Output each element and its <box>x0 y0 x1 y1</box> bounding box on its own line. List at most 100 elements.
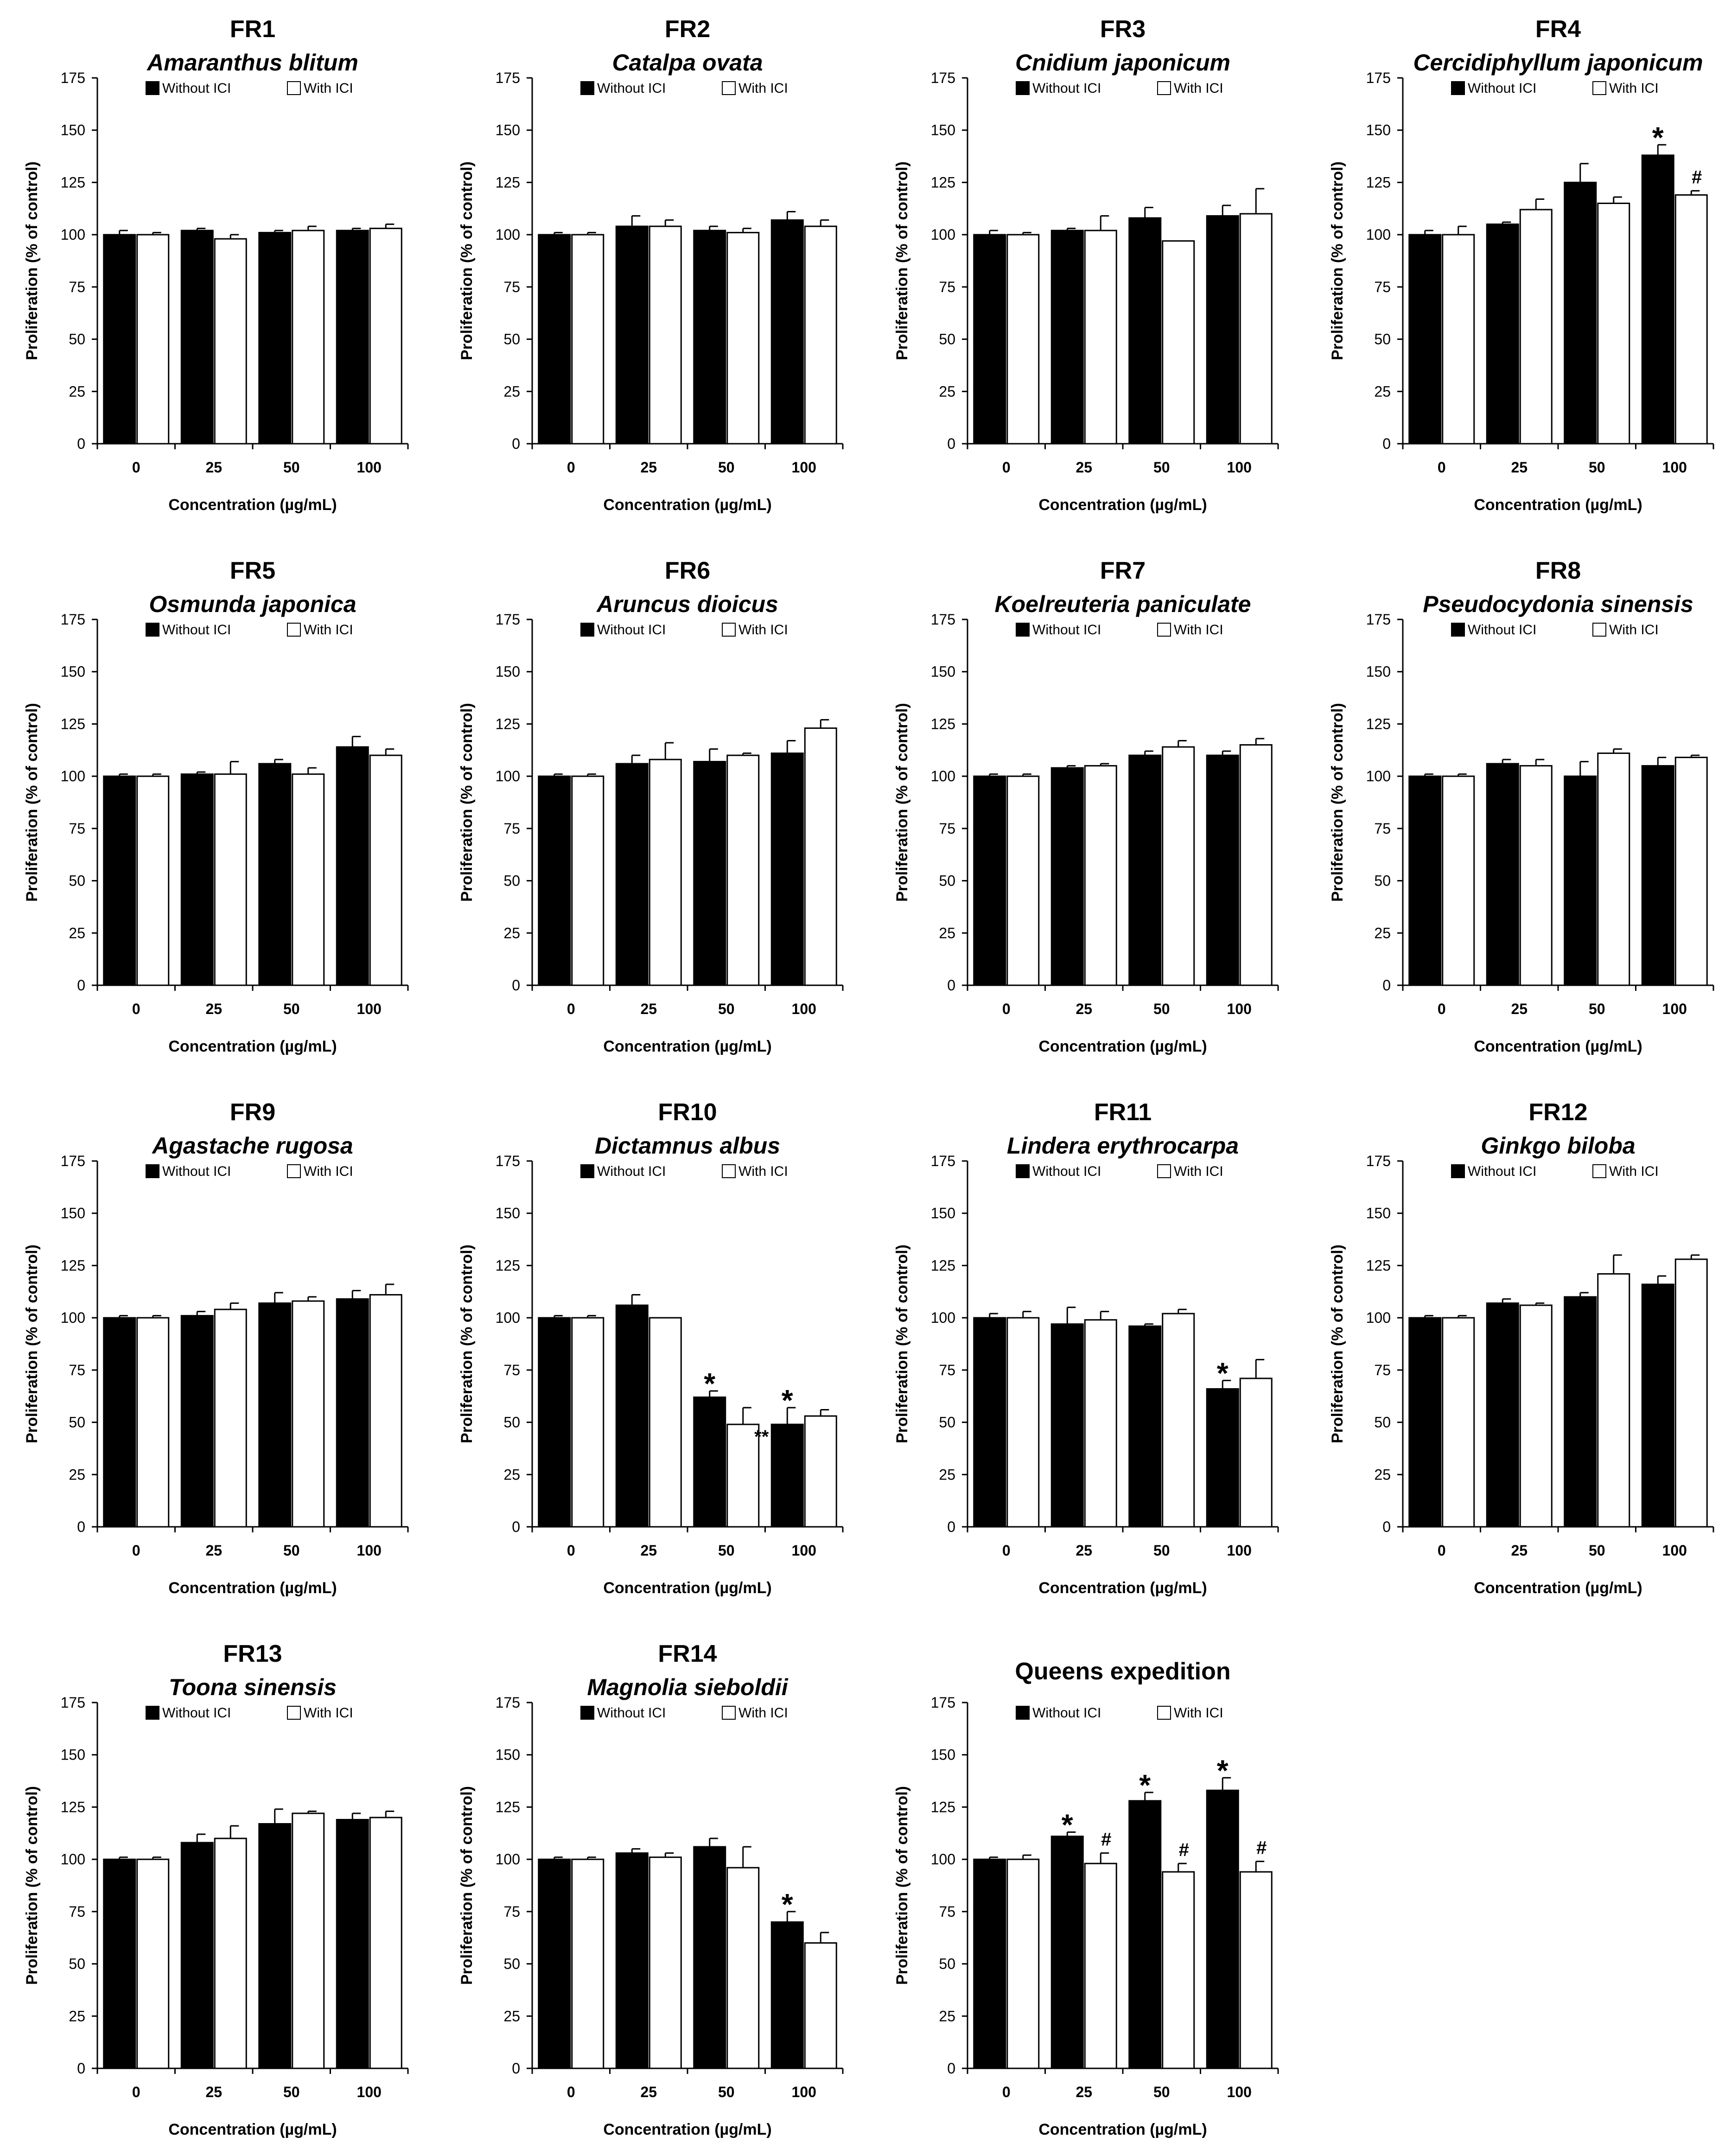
panel-code: FR8 <box>1535 557 1581 584</box>
x-tick-label: 100 <box>792 1001 816 1017</box>
bar-with-ici <box>1674 757 1708 986</box>
legend-label-without-ici: Without ICI <box>1468 81 1536 96</box>
y-tick-label: 150 <box>496 663 520 680</box>
x-tick-label: 0 <box>1438 459 1446 476</box>
x-axis-label: Concentration (µg/mL) <box>1474 496 1642 514</box>
y-tick-label: 75 <box>1374 1362 1391 1378</box>
y-tick-label: 150 <box>496 1747 520 1763</box>
y-tick-label: 175 <box>931 611 955 628</box>
bar-without-ici <box>258 1823 292 2069</box>
x-axis-label: Concentration (µg/mL) <box>1038 1579 1207 1597</box>
bar-without-ici <box>973 775 1006 986</box>
bar-without-ici <box>1641 1283 1674 1528</box>
y-tick-label: 125 <box>496 174 520 191</box>
chart-panel-12: FR12 Ginkgo biloba 0 25 50 75 100 125 150 175 0 25 5… <box>1329 1099 1714 1597</box>
legend-swatch-without-ici <box>580 81 594 95</box>
y-tick-label: 75 <box>939 279 955 295</box>
y-tick-label: 50 <box>1374 1414 1391 1431</box>
y-axis-label: Proliferation (% of control) <box>893 161 911 360</box>
y-tick-label: 125 <box>496 1257 520 1274</box>
y-tick-label: 100 <box>1366 1309 1391 1326</box>
y-tick-label: 0 <box>947 1518 955 1535</box>
panel-species-title: Cnidium japonicum <box>1015 50 1230 76</box>
chart-panel-13: FR13 Toona sinensis 0 25 50 75 100 125 150 175 0 25… <box>23 1640 409 2138</box>
bar-with-ici <box>1239 1378 1273 1528</box>
y-tick-label: 125 <box>61 174 85 191</box>
y-tick-label: 25 <box>939 1466 955 1483</box>
bar-with-ici <box>571 775 605 986</box>
legend-label-with-ici: With ICI <box>1174 1164 1223 1179</box>
chart-panel-11: FR11 Lindera erythrocarpa 0 25 50 75 100 125 150… <box>893 1099 1279 1597</box>
y-axis-label: Proliferation (% of control) <box>458 161 476 360</box>
bar-without-ici <box>538 1317 571 1528</box>
x-axis-label: Concentration (µg/mL) <box>168 1038 337 1055</box>
y-tick-label: 0 <box>947 2060 955 2077</box>
y-tick-label: 100 <box>496 226 520 243</box>
y-tick-label: 100 <box>61 768 85 785</box>
y-tick-label: 25 <box>69 1466 85 1483</box>
x-tick-label: 100 <box>1662 459 1687 476</box>
chart-panel-3: FR3 Cnidium japonicum 0 25 50 75 100 125 150 175 0… <box>893 16 1279 514</box>
bar-with-ici <box>726 1867 760 2069</box>
bar-without-ici <box>258 1302 292 1528</box>
y-tick-label: 50 <box>69 331 85 348</box>
y-tick-label: 0 <box>512 2060 520 2077</box>
y-tick-label: 150 <box>931 122 955 139</box>
bar-without-ici <box>1128 217 1162 445</box>
bar-with-ici <box>649 225 682 445</box>
panel-species-title: Agastache rugosa <box>151 1133 353 1159</box>
bar-with-ici <box>1162 1313 1195 1528</box>
x-axis-label: Concentration (µg/mL) <box>603 1579 771 1597</box>
bar-without-ici <box>770 1921 804 2069</box>
legend-label-with-ici: With ICI <box>738 81 788 96</box>
legend-swatch-with-ici <box>1157 81 1171 95</box>
legend-label-without-ici: Without ICI <box>162 1164 231 1179</box>
x-tick-label: 0 <box>132 1001 140 1017</box>
panel-code: FR11 <box>1094 1099 1152 1126</box>
y-tick-label: 125 <box>496 1799 520 1815</box>
bar-with-ici <box>214 1837 247 2069</box>
legend-label-without-ici: Without ICI <box>1468 622 1536 638</box>
y-tick-label: 50 <box>69 1956 85 1972</box>
bar-without-ici <box>615 225 649 445</box>
x-tick-label: 50 <box>283 2084 300 2100</box>
y-tick-label: 175 <box>61 611 85 628</box>
significance-mark: ** <box>754 1427 769 1447</box>
y-axis-label: Proliferation (% of control) <box>1329 1244 1346 1443</box>
x-tick-label: 100 <box>792 2084 816 2100</box>
y-tick-label: 125 <box>61 715 85 732</box>
y-tick-label: 100 <box>61 1309 85 1326</box>
bar-with-ici <box>571 1317 605 1528</box>
bar-with-ici <box>571 1858 605 2069</box>
x-axis-label: Concentration (µg/mL) <box>1474 1038 1642 1055</box>
y-tick-label: 50 <box>503 873 520 889</box>
x-tick-label: 50 <box>1153 2084 1170 2100</box>
bar-with-ici <box>1162 1871 1195 2069</box>
y-tick-label: 125 <box>1366 1257 1391 1274</box>
y-tick-label: 0 <box>947 435 955 452</box>
bar-with-ici <box>1519 209 1553 445</box>
y-tick-label: 0 <box>1382 1518 1391 1535</box>
bar-with-ici <box>1442 1317 1475 1528</box>
legend-swatch-with-ici <box>722 623 736 637</box>
legend-label-with-ici: With ICI <box>304 1705 353 1721</box>
y-tick-label: 75 <box>939 820 955 837</box>
y-tick-label: 100 <box>61 226 85 243</box>
significance-mark: * <box>1217 1754 1229 1787</box>
chart-panel-10: FR10 Dictamnus albus 0 25 50 75 100 125 150 175 0 2… <box>458 1099 844 1597</box>
x-tick-label: 50 <box>283 459 300 476</box>
bar-without-ici <box>1206 754 1239 986</box>
bar-without-ici <box>693 761 726 986</box>
bar-with-ici <box>136 775 170 986</box>
bar-without-ici <box>103 775 136 986</box>
bar-with-ici <box>1674 194 1708 445</box>
y-tick-label: 25 <box>939 2008 955 2024</box>
legend-label-without-ici: Without ICI <box>1032 1705 1101 1721</box>
bar-with-ici <box>1084 1319 1117 1528</box>
y-tick-label: 100 <box>1366 768 1391 785</box>
x-axis-label: Concentration (µg/mL) <box>603 1038 771 1055</box>
legend-label-with-ici: With ICI <box>304 622 353 638</box>
y-tick-label: 25 <box>503 383 520 400</box>
y-tick-label: 25 <box>503 2008 520 2024</box>
y-tick-label: 50 <box>1374 331 1391 348</box>
